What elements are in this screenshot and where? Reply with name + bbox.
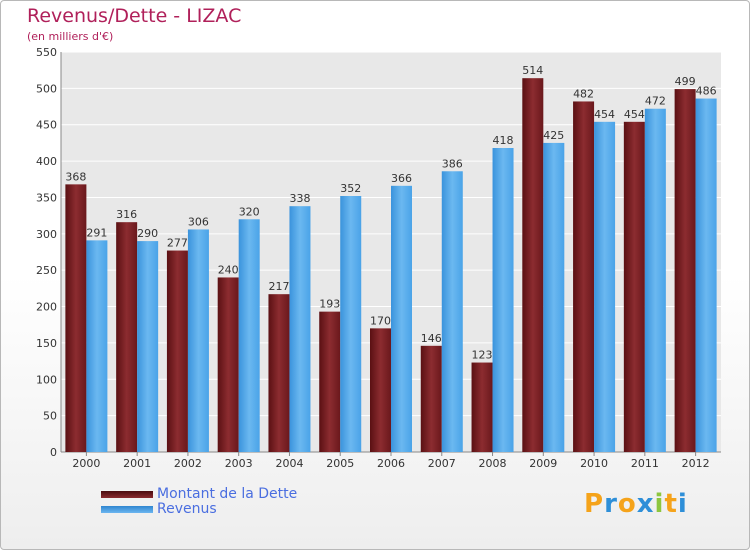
bar-dette xyxy=(522,78,544,452)
data-label: 425 xyxy=(543,129,564,142)
proxiti-logo: Proxiti xyxy=(584,489,688,519)
x-tick-label: 2008 xyxy=(479,457,507,470)
data-label: 352 xyxy=(340,182,361,195)
bar-revenus xyxy=(695,98,717,452)
x-tick-label: 2006 xyxy=(377,457,405,470)
data-label: 418 xyxy=(493,134,514,147)
data-label: 277 xyxy=(167,237,188,250)
logo-letter: t xyxy=(664,489,678,519)
y-tick-label: 0 xyxy=(50,446,57,459)
bar-revenus xyxy=(391,185,412,452)
y-tick-label: 450 xyxy=(36,119,57,132)
data-label: 316 xyxy=(116,208,137,221)
bar-dette xyxy=(268,294,290,452)
y-tick-label: 400 xyxy=(36,155,57,168)
y-tick-label: 200 xyxy=(36,301,57,314)
data-label: 486 xyxy=(696,85,717,98)
bar-revenus xyxy=(289,206,311,452)
bar-dette xyxy=(674,89,696,452)
bar-revenus xyxy=(187,229,209,452)
bar-revenus xyxy=(441,171,463,453)
bar-revenus xyxy=(492,148,514,452)
bar-dette xyxy=(370,328,391,452)
x-tick-label: 2003 xyxy=(225,457,253,470)
x-tick-label: 2002 xyxy=(174,457,202,470)
x-tick-label: 2010 xyxy=(580,457,608,470)
bar-dette xyxy=(420,345,442,452)
logo-letter: i xyxy=(654,489,665,519)
data-label: 240 xyxy=(218,263,239,276)
bar-dette xyxy=(319,311,341,452)
data-label: 499 xyxy=(675,75,696,88)
logo-letter: x xyxy=(636,489,655,519)
legend-swatch-dette xyxy=(101,491,153,498)
data-label: 472 xyxy=(645,95,666,108)
bar-revenus xyxy=(340,196,362,452)
data-label: 454 xyxy=(594,108,615,121)
data-label: 193 xyxy=(319,298,340,311)
bar-revenus xyxy=(543,142,565,452)
x-tick-label: 2001 xyxy=(123,457,151,470)
bar-revenus xyxy=(238,219,260,452)
legend-label-dette: Montant de la Dette xyxy=(157,486,298,502)
bar-dette xyxy=(623,121,645,453)
bar-revenus xyxy=(644,108,666,453)
data-label: 338 xyxy=(289,192,310,205)
data-label: 217 xyxy=(268,280,289,293)
y-tick-label: 550 xyxy=(36,46,57,59)
legend-label-revenus: Revenus xyxy=(157,501,217,517)
data-label: 123 xyxy=(472,349,493,362)
data-label: 514 xyxy=(522,64,543,77)
chart-title: Revenus/Dette - LIZAC xyxy=(27,5,242,27)
bar-dette xyxy=(217,277,239,452)
bar-dette xyxy=(166,250,188,452)
bar-dette xyxy=(65,184,87,452)
logo-letter: o xyxy=(617,489,637,519)
data-label: 290 xyxy=(137,227,158,240)
data-label: 306 xyxy=(188,215,209,228)
data-label: 291 xyxy=(86,226,107,239)
bar-dette xyxy=(573,101,595,453)
y-tick-label: 100 xyxy=(36,373,57,386)
y-tick-label: 350 xyxy=(36,191,57,204)
data-label: 320 xyxy=(239,205,260,218)
x-tick-label: 2007 xyxy=(428,457,456,470)
data-label: 482 xyxy=(573,87,594,100)
logo-letter: i xyxy=(677,489,688,519)
bar-revenus xyxy=(594,121,616,453)
x-tick-label: 2012 xyxy=(682,457,710,470)
y-tick-label: 500 xyxy=(36,82,57,95)
chart-subtitle: (en milliers d'€) xyxy=(27,30,114,43)
y-tick-label: 250 xyxy=(36,264,57,277)
logo-letter: P xyxy=(584,489,605,519)
y-tick-label: 300 xyxy=(36,228,57,241)
x-tick-label: 2004 xyxy=(275,457,303,470)
data-label: 454 xyxy=(624,108,645,121)
x-tick-label: 2005 xyxy=(326,457,354,470)
x-tick-label: 2011 xyxy=(631,457,659,470)
data-label: 366 xyxy=(391,172,412,185)
bar-dette xyxy=(116,222,138,452)
x-tick-label: 2000 xyxy=(72,457,100,470)
data-label: 146 xyxy=(421,332,442,345)
legend-swatch-revenus xyxy=(101,506,153,513)
data-label: 386 xyxy=(442,157,463,170)
bar-dette xyxy=(471,362,493,452)
data-label: 170 xyxy=(370,314,391,327)
y-tick-label: 50 xyxy=(43,410,57,423)
bar-revenus xyxy=(137,241,159,452)
y-tick-label: 150 xyxy=(36,337,57,350)
bar-revenus xyxy=(86,240,108,452)
x-tick-label: 2009 xyxy=(529,457,557,470)
data-label: 368 xyxy=(65,170,86,183)
logo-letter: r xyxy=(604,489,618,519)
